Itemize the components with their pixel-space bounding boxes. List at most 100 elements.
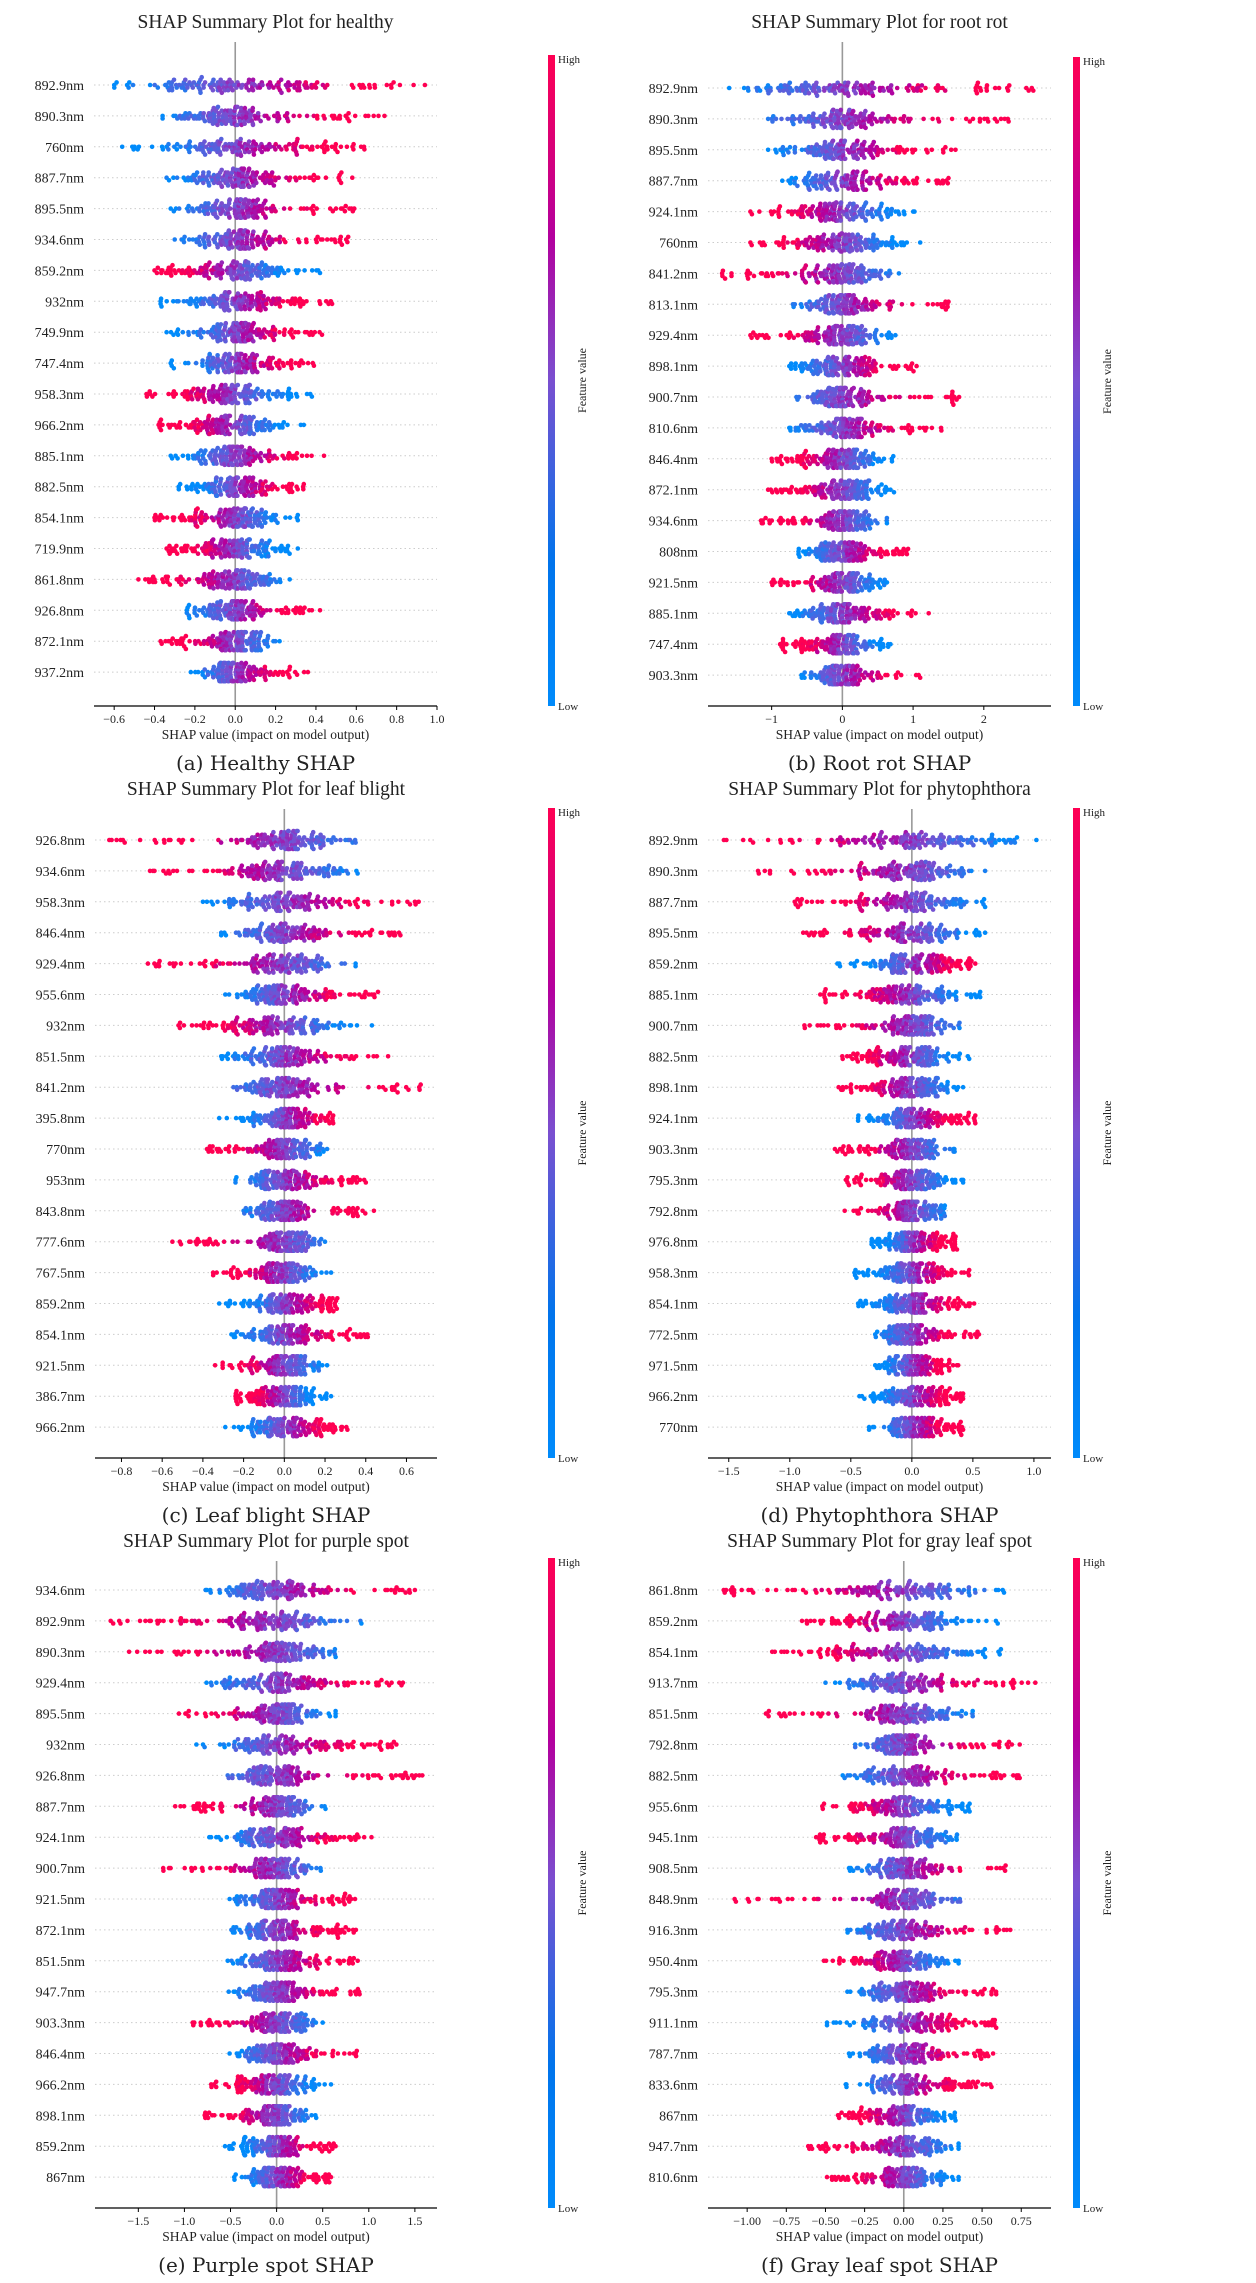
shap-point <box>231 660 236 666</box>
shap-point <box>283 239 288 245</box>
shap-point <box>367 85 373 90</box>
shap-point <box>923 85 928 91</box>
shap-point <box>815 340 821 346</box>
shap-point <box>757 88 763 93</box>
shap-point <box>169 273 174 278</box>
shap-point <box>271 85 276 90</box>
shap-point <box>301 481 307 487</box>
shap-point <box>246 246 252 251</box>
shap-point <box>384 82 390 88</box>
shap-point <box>243 599 248 604</box>
shap-point <box>795 183 800 189</box>
shap-point <box>792 150 798 155</box>
shap-point <box>803 263 809 268</box>
shap-point <box>781 152 786 158</box>
shap-point <box>851 262 856 267</box>
shap-point <box>796 394 802 400</box>
colorbar-high-label: High <box>558 54 581 66</box>
shap-point <box>342 208 348 214</box>
shap-point <box>309 453 314 459</box>
chart-title: SHAP Summary Plot for root rot <box>751 12 1008 33</box>
shap-point <box>227 215 232 220</box>
shap-point <box>206 275 212 281</box>
shap-point <box>254 170 260 175</box>
shap-point <box>282 327 288 332</box>
shap-point <box>225 87 231 93</box>
shap-point <box>280 299 286 304</box>
shap-point <box>911 369 916 374</box>
shap-point <box>195 506 200 511</box>
shap-point <box>863 218 869 223</box>
shap-point <box>787 144 793 150</box>
shap-point <box>765 273 771 279</box>
shap-point <box>788 181 793 186</box>
shap-point <box>246 166 252 171</box>
shap-point <box>807 187 812 192</box>
feature-points <box>184 599 323 622</box>
feature-points <box>144 382 315 406</box>
shap-point <box>297 113 302 119</box>
shap-point <box>382 113 387 119</box>
shap-point <box>978 88 984 93</box>
shap-point <box>198 90 203 96</box>
shap-point <box>867 332 873 338</box>
shap-point <box>870 155 876 160</box>
shap-point <box>228 108 233 113</box>
shap-point <box>183 77 188 83</box>
shap-point <box>821 248 826 253</box>
shap-point <box>251 414 256 420</box>
shap-point <box>218 476 224 482</box>
shap-point <box>854 309 860 315</box>
shap-point <box>277 239 283 245</box>
shap-point <box>869 121 875 127</box>
shap-point <box>238 136 243 142</box>
shap-point <box>300 610 306 616</box>
shap-point <box>220 270 225 276</box>
shap-point <box>869 206 875 212</box>
shap-point <box>166 178 172 183</box>
shap-point <box>204 515 210 520</box>
shap-point <box>174 551 180 556</box>
shap-point <box>250 506 255 511</box>
shap-point <box>333 206 339 211</box>
shap-point <box>266 116 271 121</box>
x-tick-label: 0.4 <box>308 712 323 726</box>
shap-point <box>834 356 840 361</box>
shap-point <box>877 302 882 307</box>
shap-point <box>273 548 278 554</box>
shap-point <box>210 569 216 574</box>
shap-point <box>825 354 831 360</box>
shap-point <box>778 332 784 338</box>
shap-point <box>187 139 193 144</box>
shap-point <box>263 198 268 204</box>
shap-point <box>893 181 899 186</box>
shap-point <box>854 80 860 86</box>
shap-point <box>893 394 898 400</box>
shap-point <box>193 360 199 366</box>
shap-point <box>319 332 325 338</box>
shap-point <box>249 293 255 299</box>
shap-point <box>376 113 381 119</box>
shap-point <box>159 641 164 647</box>
shap-point <box>270 355 276 361</box>
shap-point <box>301 487 306 492</box>
shap-point <box>726 85 732 91</box>
shap-point <box>268 144 273 150</box>
shap-point <box>155 85 161 90</box>
shap-point <box>863 420 868 426</box>
shap-point <box>309 608 315 613</box>
shap-point <box>792 271 798 276</box>
shap-point <box>904 240 910 245</box>
shap-point <box>315 175 321 180</box>
shap-point <box>304 453 310 459</box>
shap-point <box>201 329 206 335</box>
shap-point <box>177 481 183 487</box>
shap-point <box>186 116 191 121</box>
shap-point <box>352 113 358 119</box>
shap-point <box>817 88 822 93</box>
shap-point <box>246 87 252 93</box>
shap-point <box>890 245 895 250</box>
shap-point <box>335 149 340 155</box>
shap-point <box>201 170 206 175</box>
shap-point <box>218 152 223 157</box>
